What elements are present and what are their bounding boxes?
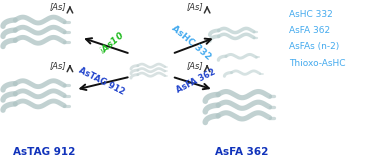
Text: $i$As10: $i$As10 (97, 29, 126, 56)
Text: [As]: [As] (50, 2, 66, 11)
Text: AsHC 332: AsHC 332 (169, 23, 212, 62)
Text: [As]: [As] (187, 2, 203, 11)
Text: AsFA 362: AsFA 362 (175, 67, 217, 94)
Text: AsTAG 912: AsTAG 912 (77, 65, 126, 96)
Text: AsFAs (n-2): AsFAs (n-2) (289, 42, 339, 51)
Text: AsTAG 912: AsTAG 912 (13, 147, 76, 157)
Text: AsHC 332: AsHC 332 (289, 10, 333, 19)
Text: [As]: [As] (187, 61, 203, 70)
Text: Thioxo-AsHC: Thioxo-AsHC (289, 59, 345, 68)
Text: [As]: [As] (50, 61, 66, 70)
Text: AsFA 362: AsFA 362 (215, 147, 269, 157)
Text: AsFA 362: AsFA 362 (289, 26, 330, 35)
